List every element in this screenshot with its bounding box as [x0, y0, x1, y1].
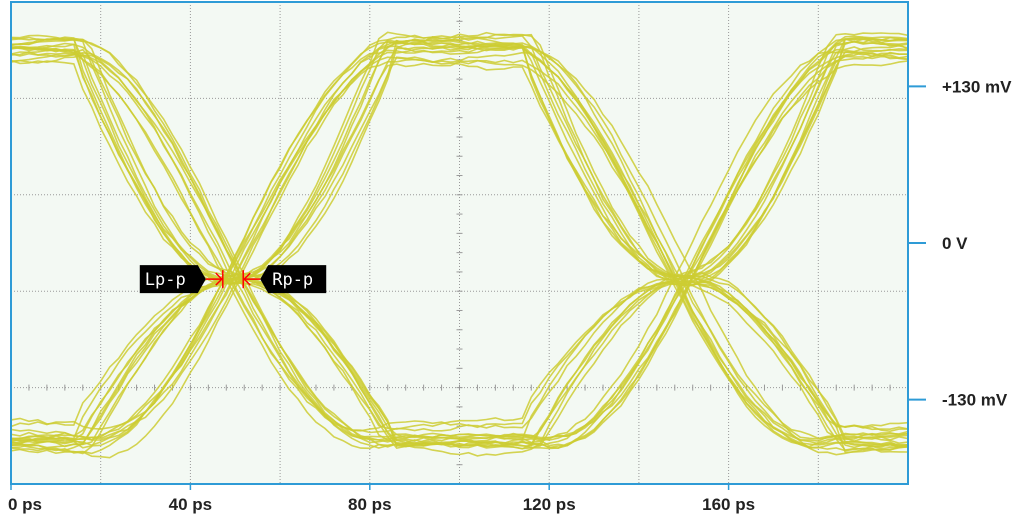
marker-label: Rp-p — [272, 270, 313, 290]
x-tick-label: 80 ps — [348, 495, 391, 514]
signal-trace — [11, 39, 908, 279]
marker-lpp: Lp-p — [139, 265, 224, 294]
signal-trace — [11, 274, 908, 431]
y-tick-label: 0 V — [942, 234, 968, 253]
marker-arrowhead — [215, 272, 223, 286]
marker-tag — [260, 265, 327, 294]
x-tick-label: 120 ps — [523, 495, 576, 514]
signal-trace — [11, 44, 908, 441]
marker-label: Lp-p — [145, 270, 186, 290]
marker-tag — [139, 265, 206, 294]
signal-trace — [11, 37, 908, 450]
signal-trace — [11, 59, 908, 453]
signal-trace — [11, 41, 908, 456]
signal-trace — [11, 280, 908, 448]
signal-trace — [11, 47, 908, 287]
signal-traces — [11, 31, 908, 459]
x-tick-label: 0 ps — [8, 495, 42, 514]
y-axis: +130 mV 0 V -130 mV — [908, 77, 1012, 410]
marker-arrowhead — [243, 272, 251, 286]
signal-trace — [11, 40, 908, 430]
x-tick-label: 160 ps — [702, 495, 755, 514]
x-tick-label: 40 ps — [169, 495, 212, 514]
x-axis: 0 ps 40 ps 80 ps 120 ps 160 ps — [8, 484, 755, 514]
measurement-markers: Lp-p Rp-p — [139, 265, 327, 294]
signal-trace — [11, 277, 908, 452]
signal-trace — [11, 36, 908, 444]
marker-rpp: Rp-p — [242, 265, 327, 294]
signal-trace — [11, 46, 908, 434]
signal-trace — [11, 39, 908, 440]
signal-trace — [11, 51, 908, 441]
y-tick-label: +130 mV — [942, 77, 1012, 96]
signal-trace — [11, 48, 908, 450]
y-tick-label: -130 mV — [942, 391, 1008, 410]
signal-trace — [11, 46, 908, 450]
signal-trace — [11, 31, 908, 459]
